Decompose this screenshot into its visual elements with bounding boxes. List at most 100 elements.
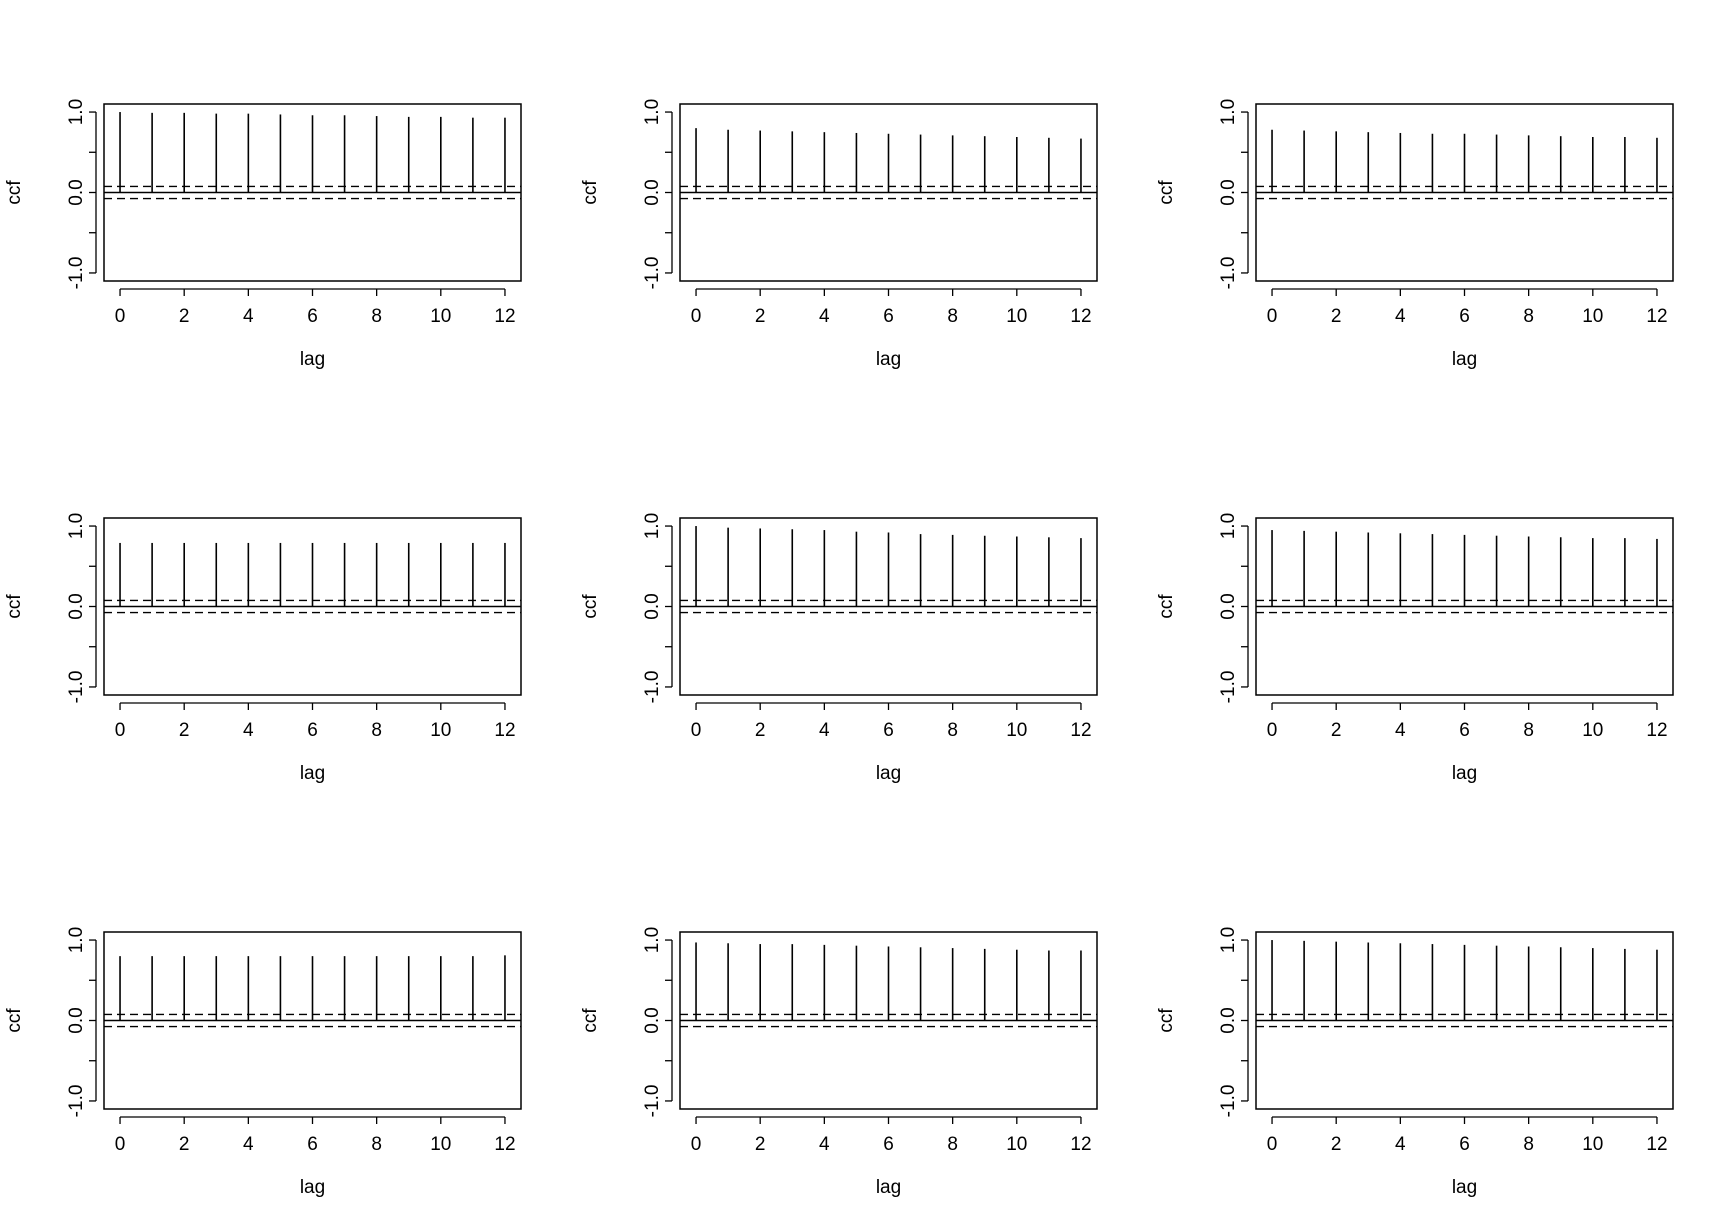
x-tick-label: 8 (1523, 720, 1534, 741)
x-tick-label: 2 (179, 306, 190, 327)
x-tick-label: 12 (494, 306, 515, 327)
x-tick-label: 2 (179, 1134, 190, 1155)
y-tick-label: 0.0 (642, 179, 663, 205)
x-axis-title: lag (1452, 1177, 1477, 1198)
y-tick-label: -1.0 (1218, 671, 1239, 704)
x-tick-label: 2 (755, 720, 766, 741)
y-tick-label: 0.0 (66, 593, 87, 619)
y-tick-label: -1.0 (1218, 1085, 1239, 1118)
x-tick-label: 4 (243, 306, 254, 327)
x-tick-label: 4 (819, 1134, 830, 1155)
x-tick-label: 4 (819, 306, 830, 327)
x-axis-title: lag (876, 349, 901, 370)
x-tick-label: 12 (1646, 720, 1667, 741)
x-tick-label: 12 (1070, 1134, 1091, 1155)
x-tick-label: 0 (115, 306, 126, 327)
ccf-panel-5: 0 2 4 6 8 10 12 -1.0 0.0 1.0 lag ccf (580, 513, 1098, 784)
y-tick-label: -1.0 (66, 1085, 87, 1118)
x-tick-label: 10 (430, 306, 451, 327)
x-tick-label: 10 (1582, 1134, 1603, 1155)
x-tick-label: 12 (494, 720, 515, 741)
x-tick-label: 0 (115, 720, 126, 741)
y-tick-label: 0.0 (642, 1007, 663, 1033)
y-tick-label: 1.0 (66, 99, 87, 125)
x-tick-label: 2 (755, 1134, 766, 1155)
y-tick-label: 0.0 (1218, 1007, 1239, 1033)
x-tick-label: 0 (1267, 1134, 1278, 1155)
x-tick-label: 4 (243, 1134, 254, 1155)
x-tick-label: 2 (1331, 720, 1342, 741)
x-tick-label: 10 (1006, 1134, 1027, 1155)
x-tick-label: 8 (947, 306, 958, 327)
x-tick-label: 8 (371, 306, 382, 327)
y-tick-label: 0.0 (642, 593, 663, 619)
x-tick-label: 0 (691, 720, 702, 741)
x-axis-title: lag (300, 1177, 325, 1198)
y-tick-label: 1.0 (642, 99, 663, 125)
x-axis-title: lag (300, 349, 325, 370)
y-tick-label: 1.0 (1218, 99, 1239, 125)
x-tick-label: 0 (115, 1134, 126, 1155)
y-tick-label: -1.0 (66, 257, 87, 290)
x-tick-label: 10 (1006, 306, 1027, 327)
x-tick-label: 6 (307, 1134, 318, 1155)
x-tick-label: 10 (1582, 306, 1603, 327)
x-tick-label: 12 (1070, 306, 1091, 327)
x-tick-label: 8 (371, 1134, 382, 1155)
y-tick-label: -1.0 (642, 257, 663, 290)
x-axis-title: lag (876, 1177, 901, 1198)
y-axis-title: ccf (580, 180, 601, 205)
y-tick-label: 0.0 (66, 1007, 87, 1033)
x-tick-label: 10 (1006, 720, 1027, 741)
x-tick-label: 6 (1459, 306, 1470, 327)
x-tick-label: 4 (243, 720, 254, 741)
y-tick-label: 1.0 (1218, 927, 1239, 953)
y-axis-title: ccf (4, 594, 25, 619)
x-tick-label: 10 (430, 1134, 451, 1155)
x-tick-label: 0 (691, 1134, 702, 1155)
y-axis-title: ccf (580, 1008, 601, 1033)
x-tick-label: 8 (1523, 306, 1534, 327)
ccf-panel-4: 0 2 4 6 8 10 12 -1.0 0.0 1.0 lag ccf (4, 513, 522, 784)
ccf-panel-7: 0 2 4 6 8 10 12 -1.0 0.0 1.0 lag ccf (4, 927, 522, 1198)
y-axis-title: ccf (580, 594, 601, 619)
x-tick-label: 4 (1395, 306, 1406, 327)
y-tick-label: -1.0 (642, 671, 663, 704)
y-tick-label: -1.0 (642, 1085, 663, 1118)
x-tick-label: 0 (1267, 306, 1278, 327)
ccf-panel-6: 0 2 4 6 8 10 12 -1.0 0.0 1.0 lag ccf (1156, 513, 1674, 784)
x-axis-title: lag (1452, 763, 1477, 784)
ccf-panel-9: 0 2 4 6 8 10 12 -1.0 0.0 1.0 lag ccf (1156, 927, 1674, 1198)
x-tick-label: 6 (307, 306, 318, 327)
x-tick-label: 8 (947, 720, 958, 741)
x-tick-label: 8 (1523, 1134, 1534, 1155)
x-tick-label: 12 (1646, 1134, 1667, 1155)
x-tick-label: 8 (947, 1134, 958, 1155)
y-axis-title: ccf (4, 180, 25, 205)
x-axis-title: lag (300, 763, 325, 784)
ccf-panel-1: 0 2 4 6 8 10 12 -1.0 0.0 1.0 lag ccf (4, 99, 522, 370)
y-axis-title: ccf (1156, 594, 1177, 619)
x-tick-label: 10 (1582, 720, 1603, 741)
x-tick-label: 4 (819, 720, 830, 741)
y-tick-label: 1.0 (642, 513, 663, 539)
x-axis-title: lag (1452, 349, 1477, 370)
y-axis-title: ccf (1156, 180, 1177, 205)
y-tick-label: 0.0 (66, 179, 87, 205)
x-tick-label: 6 (883, 1134, 894, 1155)
x-tick-label: 12 (1646, 306, 1667, 327)
x-tick-label: 2 (1331, 306, 1342, 327)
x-tick-label: 10 (430, 720, 451, 741)
x-tick-label: 6 (1459, 1134, 1470, 1155)
y-tick-label: 1.0 (66, 513, 87, 539)
ccf-panel-8: 0 2 4 6 8 10 12 -1.0 0.0 1.0 lag ccf (580, 927, 1098, 1198)
x-tick-label: 8 (371, 720, 382, 741)
x-tick-label: 4 (1395, 1134, 1406, 1155)
x-tick-label: 6 (307, 720, 318, 741)
y-tick-label: -1.0 (1218, 257, 1239, 290)
x-tick-label: 12 (1070, 720, 1091, 741)
y-tick-label: 1.0 (1218, 513, 1239, 539)
x-tick-label: 6 (883, 720, 894, 741)
x-tick-label: 2 (755, 306, 766, 327)
